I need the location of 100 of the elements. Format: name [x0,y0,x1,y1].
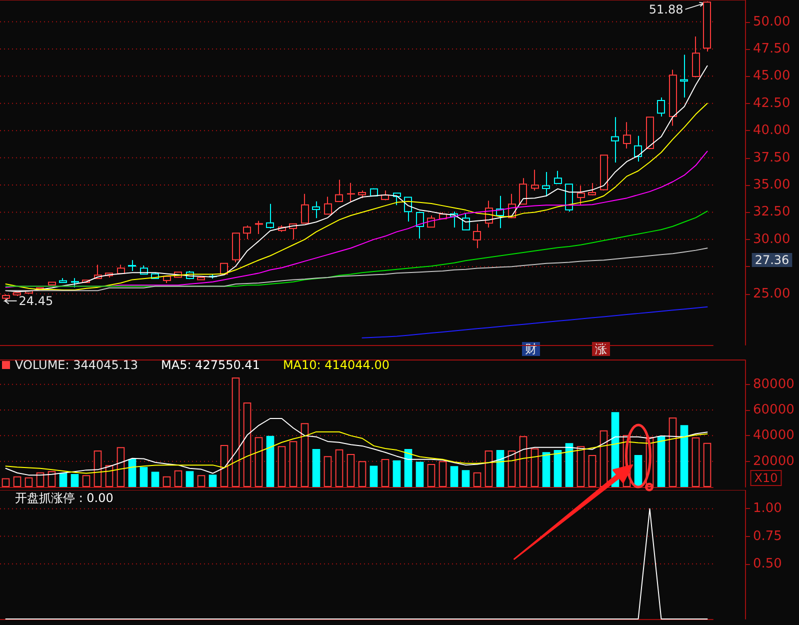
bar [416,462,424,487]
bar [300,423,309,487]
line-series [5,210,708,287]
candlestick [565,183,573,212]
bar [335,449,344,487]
bar [473,472,482,487]
y-tick-label: 47.50 [753,41,790,56]
candlestick [347,182,355,202]
bar [59,473,68,487]
text: X10 [754,471,778,485]
bar [634,455,642,487]
line-series [5,431,708,474]
y-tick-label: 40.00 [753,123,790,138]
candlestick [588,182,596,196]
y-tick-label: 50.00 [753,14,790,30]
y-tick-label: 20000 [753,454,794,469]
candlestick [554,170,562,184]
candlestick [13,292,21,297]
bar [254,437,263,487]
bar [278,446,286,487]
bar [692,437,700,487]
y-tick-label: 30.00 [753,232,790,247]
candlestick [680,54,688,98]
bar [162,476,171,487]
candlestick [416,211,424,240]
bar [116,447,125,487]
y-tick-label: 25.00 [753,286,790,302]
candlestick [128,260,136,272]
candlestick [531,169,539,191]
candlestick [255,220,263,234]
candlestick [692,36,700,78]
candlestick [48,281,56,286]
bar [576,446,585,487]
bar [554,450,562,487]
bar [48,471,56,487]
bar [13,476,22,487]
bar [82,475,90,487]
candlestick [577,185,585,206]
line-series [362,306,708,338]
candlestick [669,69,677,126]
bar [427,464,436,487]
bar [70,474,79,487]
candlestick [324,196,332,215]
bar [392,460,401,487]
bar [588,455,596,487]
line-series [5,65,708,292]
bar [450,466,458,487]
bar [438,461,447,487]
bar [381,459,390,487]
bar [24,477,33,487]
candlestick [542,171,550,198]
bar [370,466,378,487]
bar [668,417,677,487]
candlestick [266,203,274,230]
bar [519,436,528,487]
bar [657,436,666,487]
text: MA10: 414044.00 [282,358,390,372]
bar [128,459,136,487]
bar [140,466,148,487]
bar [2,478,10,487]
candlestick [232,232,240,263]
candlestick [243,225,251,240]
y-tick-label: 35.00 [753,178,790,193]
candlestick [301,193,309,224]
y-tick-label: 45.00 [753,68,790,84]
candlestick [646,116,654,150]
candlestick [71,278,79,288]
bar [358,461,366,487]
text: MA5: 427550.41 [161,358,260,372]
bar [404,449,412,487]
candlestick [623,122,631,150]
text: 开盘抓涨停 : 0.00 [15,491,114,505]
bar [312,449,320,487]
bar [542,452,550,487]
y-tick-label: 40000 [753,428,794,444]
text: 27.36 [754,253,790,267]
annotation: 51.88 [648,2,684,16]
bar [530,448,539,487]
candlestick [519,178,527,206]
y-tick-label: 0.50 [753,556,782,572]
bar [680,425,688,487]
bar [462,470,470,487]
candlestick [657,97,665,117]
bar [174,470,182,487]
bar [208,474,217,487]
bar [289,441,298,487]
candlestick [473,223,481,249]
y-tick-label: 32.50 [753,204,790,220]
bar [94,450,102,487]
candlestick [335,179,343,202]
candlestick [634,135,642,162]
candlestick [163,276,171,284]
candlestick [117,264,125,274]
bar [703,442,712,487]
y-tick-label: 1.00 [753,501,782,516]
line-series [5,418,708,476]
candlestick [2,294,10,300]
line-series [5,102,708,291]
bar [346,454,355,487]
bar [243,402,252,487]
